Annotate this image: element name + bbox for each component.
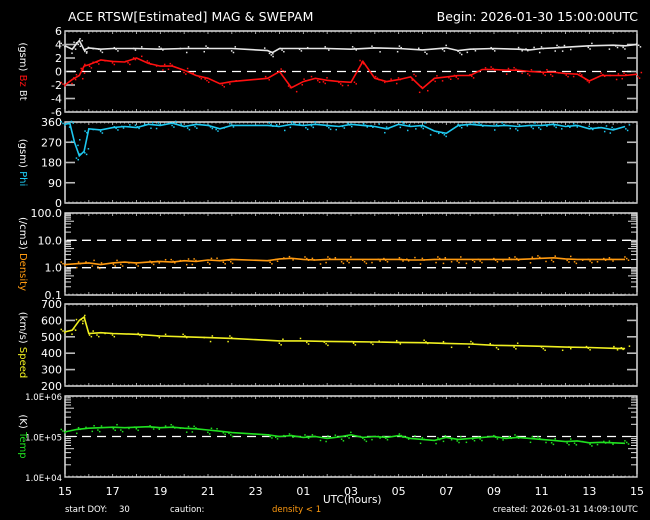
series-bt <box>64 39 638 54</box>
x-tick-label: 11 <box>535 485 549 498</box>
y-tick-label: 4 <box>55 39 62 52</box>
series-temp <box>64 425 626 445</box>
x-axis: 15 17 19 21 23 01 03 05 07 09 11 13 15 <box>58 485 644 498</box>
start-doy-value: 30 <box>119 505 130 515</box>
y-tick-label: 180 <box>41 157 62 170</box>
y-axis-label-speed: (km/s) Speed <box>17 312 28 378</box>
x-tick-label: 23 <box>249 485 263 498</box>
y-tick-label: 1.0E+04 <box>25 474 62 484</box>
x-axis-title: UTC(hours) <box>323 494 382 506</box>
y-tick-label: 500 <box>41 331 62 344</box>
y-tick-label: 10.0 <box>38 234 63 247</box>
y-tick-label: 0 <box>55 66 62 79</box>
caution-label: caution: <box>170 505 205 515</box>
y-tick-label: 100.0 <box>31 207 63 220</box>
caution-density-note: density < 1 <box>272 505 322 515</box>
series-phi <box>64 122 626 158</box>
x-tick-label: 17 <box>106 485 120 498</box>
panel-temp: 1.0E+06 1.0E+05 1.0E+04 (K) Temp <box>17 393 638 484</box>
x-tick-label: 15 <box>630 485 644 498</box>
x-tick-label: 01 <box>296 485 310 498</box>
panel-phi: 360 270 180 90 0 (gsm) Phi <box>17 116 638 210</box>
y-tick-label: 0 <box>55 197 62 210</box>
panel-frame <box>64 212 638 296</box>
x-tick-label: 05 <box>392 485 406 498</box>
y-axis-label-phi: (gsm) Phi <box>17 139 28 186</box>
panel-density: 100.0 10.0 1.0 0.1 (/cm3) Density <box>17 207 638 302</box>
y-tick-label: 1.0E+06 <box>25 393 62 403</box>
y-tick-label: 90 <box>48 177 62 190</box>
start-doy-label: start DOY: <box>65 505 108 515</box>
x-tick-label: 13 <box>582 485 596 498</box>
series-bz <box>64 57 638 90</box>
y-axis-label-temp: (K) Temp <box>17 414 28 458</box>
y-tick-label: 1.0E+05 <box>25 434 62 444</box>
y-tick-label: -2 <box>51 79 62 92</box>
y-tick-label: 6 <box>55 25 62 38</box>
x-tick-label: 09 <box>487 485 501 498</box>
y-tick-label: 270 <box>41 136 62 149</box>
y-tick-label: 200 <box>41 380 62 393</box>
y-tick-label: 600 <box>41 314 62 327</box>
panel-frame <box>64 121 638 204</box>
x-tick-label: 21 <box>201 485 215 498</box>
created-timestamp: created: 2026-01-31 14:09:10UTC <box>492 505 638 515</box>
y-tick-label: 2 <box>55 52 62 65</box>
y-tick-label: 700 <box>41 298 62 311</box>
panel-speed: 700 600 500 400 300 200 (km/s) Speed <box>17 298 638 393</box>
chart-title: ACE RTSW[Estimated] MAG & SWEPAM <box>68 9 314 24</box>
y-tick-label: -4 <box>51 93 62 106</box>
y-tick-label: 1.0 <box>45 262 63 275</box>
x-tick-label: 19 <box>153 485 167 498</box>
x-tick-label: 07 <box>439 485 453 498</box>
y-tick-label: 360 <box>41 116 62 129</box>
series-speed <box>64 315 626 350</box>
begin-timestamp: Begin: 2026-01-30 15:00:00UTC <box>436 9 638 24</box>
y-tick-label: -6 <box>51 106 62 119</box>
y-axis-label-mag: (gsm) Bz Bt <box>17 42 28 100</box>
y-axis-label-density: (/cm3) Density <box>17 217 28 291</box>
panel-frame <box>64 303 638 387</box>
y-tick-label: 0.1 <box>45 289 63 302</box>
y-tick-label: 300 <box>41 364 62 377</box>
y-tick-label: 400 <box>41 347 62 360</box>
x-tick-label: 15 <box>58 485 72 498</box>
x-tick-label: 03 <box>344 485 358 498</box>
series-density <box>64 256 626 266</box>
